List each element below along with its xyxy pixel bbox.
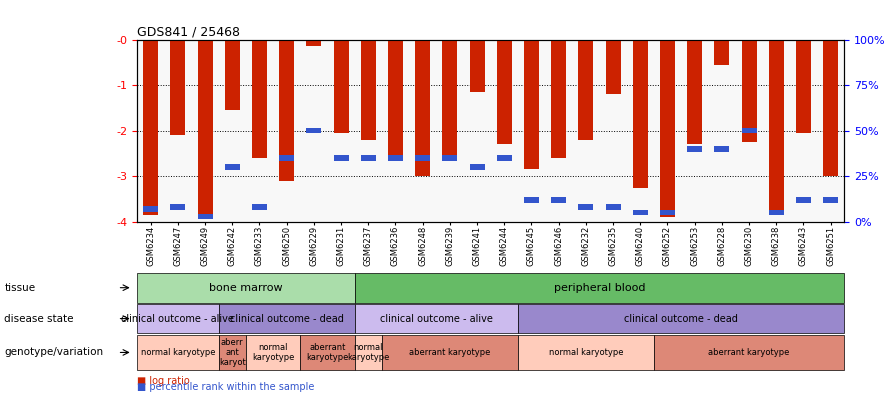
Bar xyxy=(497,40,512,144)
Bar xyxy=(333,155,348,161)
Text: normal
karyotype: normal karyotype xyxy=(252,343,294,362)
Bar xyxy=(823,197,838,203)
Bar xyxy=(660,40,674,217)
Bar xyxy=(279,40,294,181)
Text: genotype/variation: genotype/variation xyxy=(4,347,103,358)
Bar xyxy=(415,40,431,176)
Bar xyxy=(796,197,811,203)
Text: peripheral blood: peripheral blood xyxy=(553,283,645,293)
Text: disease state: disease state xyxy=(4,314,74,324)
Bar xyxy=(497,155,512,161)
Bar xyxy=(388,155,403,161)
Bar xyxy=(687,146,702,152)
Text: aberrant
karyotype: aberrant karyotype xyxy=(306,343,348,362)
Bar xyxy=(361,40,376,140)
Bar xyxy=(252,204,267,210)
Bar xyxy=(687,40,702,144)
Bar xyxy=(225,164,240,170)
Bar xyxy=(469,164,484,170)
Text: tissue: tissue xyxy=(4,283,35,293)
Text: GDS841 / 25468: GDS841 / 25468 xyxy=(137,25,240,38)
Bar xyxy=(442,40,457,158)
Bar xyxy=(633,40,648,188)
Bar xyxy=(197,40,212,219)
Bar xyxy=(769,40,784,210)
Bar xyxy=(606,40,621,94)
Bar xyxy=(307,40,321,46)
Bar xyxy=(252,40,267,158)
Bar xyxy=(333,40,348,133)
Text: normal karyotype: normal karyotype xyxy=(549,348,623,357)
Text: bone marrow: bone marrow xyxy=(209,283,283,293)
Text: aberr
ant
karyot: aberr ant karyot xyxy=(219,337,246,367)
Bar xyxy=(361,155,376,161)
Bar xyxy=(633,210,648,215)
Text: normal karyotype: normal karyotype xyxy=(141,348,215,357)
Bar xyxy=(578,204,593,210)
Bar xyxy=(524,40,539,169)
Text: clinical outcome - dead: clinical outcome - dead xyxy=(230,314,344,324)
Bar xyxy=(143,40,158,215)
Text: aberrant karyotype: aberrant karyotype xyxy=(409,348,491,357)
Bar xyxy=(551,40,566,158)
Bar xyxy=(143,206,158,212)
Bar xyxy=(606,204,621,210)
Text: clinical outcome - alive: clinical outcome - alive xyxy=(380,314,492,324)
Text: ■ percentile rank within the sample: ■ percentile rank within the sample xyxy=(137,382,315,392)
Bar xyxy=(197,213,212,219)
Text: aberrant karyotype: aberrant karyotype xyxy=(708,348,789,357)
Bar xyxy=(714,146,729,152)
Bar xyxy=(660,210,674,215)
Bar xyxy=(171,40,186,135)
Text: ■ log ratio: ■ log ratio xyxy=(137,376,190,386)
Text: normal
karyotype: normal karyotype xyxy=(347,343,390,362)
Bar xyxy=(823,40,838,176)
Bar xyxy=(769,210,784,215)
Bar xyxy=(578,40,593,140)
Bar xyxy=(742,40,757,142)
Bar xyxy=(714,40,729,65)
Text: clinical outcome - alive: clinical outcome - alive xyxy=(121,314,234,324)
Bar xyxy=(388,40,403,160)
Bar xyxy=(442,155,457,161)
Bar xyxy=(225,40,240,110)
Bar xyxy=(279,155,294,161)
Bar xyxy=(415,155,431,161)
Bar xyxy=(796,40,811,133)
Bar xyxy=(551,197,566,203)
Bar xyxy=(524,197,539,203)
Bar xyxy=(742,128,757,133)
Bar xyxy=(171,204,186,210)
Bar xyxy=(307,128,321,133)
Bar xyxy=(469,40,484,92)
Text: clinical outcome - dead: clinical outcome - dead xyxy=(624,314,738,324)
